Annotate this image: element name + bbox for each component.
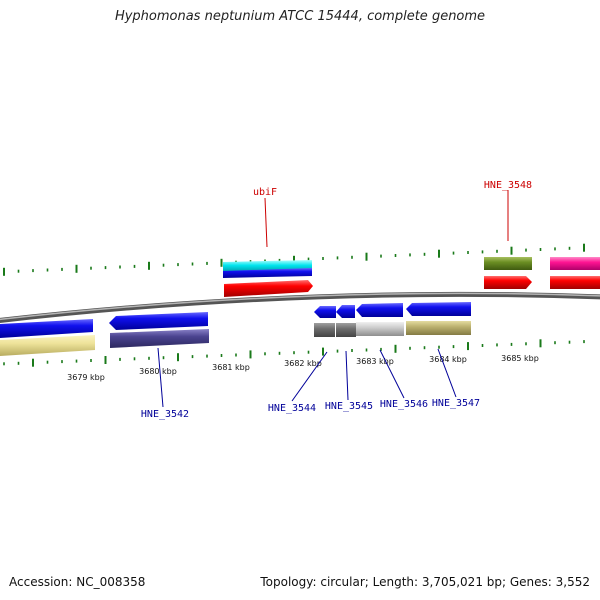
gene-feature-hne-3547[interactable] <box>406 302 471 316</box>
gene-feature-blue-left[interactable] <box>0 319 93 338</box>
scale-label-3683: 3683 kbp <box>356 357 394 366</box>
gene-feature-hne-3546[interactable] <box>356 303 403 317</box>
gene-feature-red-right[interactable] <box>550 276 600 289</box>
gene-feature-ubiF[interactable] <box>224 280 313 297</box>
gene-feature-hne-3548[interactable] <box>484 276 532 289</box>
gene-label-hne-3546[interactable]: HNE_3546 <box>380 399 428 410</box>
gene-feature-pink[interactable] <box>550 257 600 270</box>
gene-label-ubiF[interactable]: ubiF <box>253 187 277 198</box>
scale-label-3679: 3679 kbp <box>67 373 105 382</box>
accession-text: Accession: NC_008358 <box>9 575 146 589</box>
genome-backbone <box>0 291 600 323</box>
gene-feature-hne-3546-gray[interactable] <box>356 322 404 336</box>
forward-tick-marks <box>3 243 585 276</box>
scale-label-3685: 3685 kbp <box>501 354 539 363</box>
gene-feature-khaki-left[interactable] <box>0 335 95 356</box>
scale-label-3680: 3680 kbp <box>139 367 177 376</box>
gene-feature-ubiF-blue[interactable] <box>223 268 312 278</box>
gene-label-hne-3548[interactable]: HNE_3548 <box>484 180 532 191</box>
gene-feature-hne-3542-slate[interactable] <box>110 329 209 348</box>
topology-text: Topology: circular; Length: 3,705,021 bp… <box>260 575 590 589</box>
gene-feature-hne-3545[interactable] <box>336 305 355 318</box>
gene-feature-hne-3548-olive[interactable] <box>484 257 532 270</box>
scale-labels: 3679 kbp 3680 kbp 3681 kbp 3682 kbp 3683… <box>67 354 539 382</box>
gene-label-hne-3545[interactable]: HNE_3545 <box>325 401 373 412</box>
reverse-tick-marks <box>3 339 585 367</box>
gene-feature-hne-3544[interactable] <box>314 306 336 318</box>
label-leader-lines <box>157 190 509 408</box>
gene-labels: ubiF HNE_3548 HNE_3542 HNE_3544 HNE_3545… <box>141 180 532 420</box>
gene-label-hne-3542[interactable]: HNE_3542 <box>141 409 189 420</box>
gene-feature-hne-3542[interactable] <box>109 312 208 330</box>
scale-label-3682: 3682 kbp <box>284 359 322 368</box>
gene-feature-hne-3547-khaki[interactable] <box>406 321 471 335</box>
gene-label-hne-3544[interactable]: HNE_3544 <box>268 403 316 414</box>
gene-feature-hne-3544-gray[interactable] <box>314 323 335 337</box>
gene-feature-hne-3545-gray[interactable] <box>336 323 356 337</box>
map-title: Hyphomonas neptunium ATCC 15444, complet… <box>114 9 486 24</box>
scale-label-3681: 3681 kbp <box>212 363 250 372</box>
scale-label-3684: 3684 kbp <box>429 355 467 364</box>
gene-label-hne-3547[interactable]: HNE_3547 <box>432 398 480 409</box>
